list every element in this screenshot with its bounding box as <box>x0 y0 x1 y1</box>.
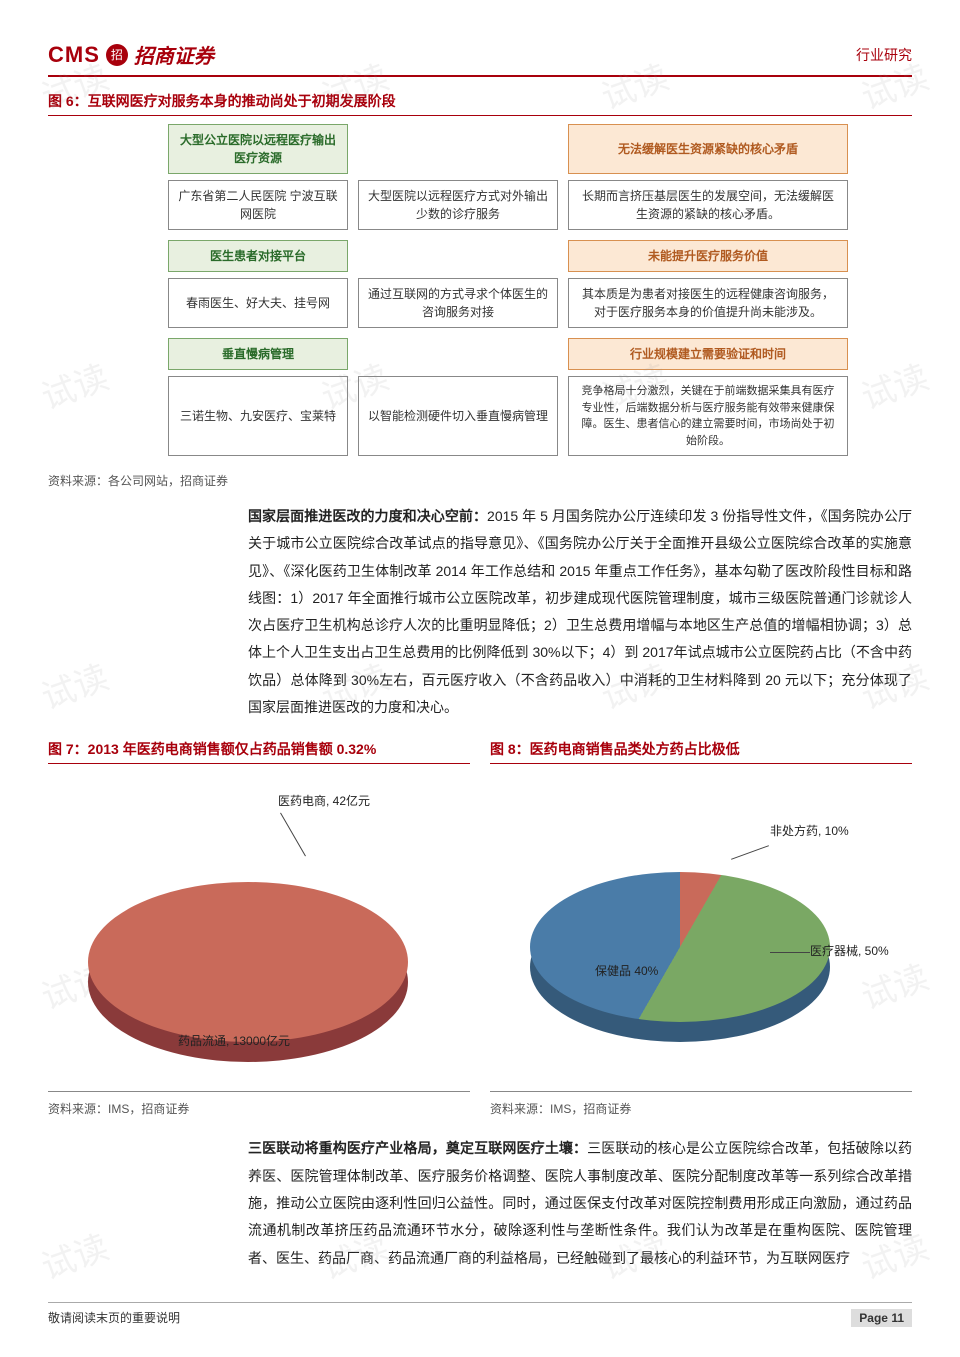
fig7-title: 图 7：2013 年医药电商销售额仅占药品销售额 0.32% <box>48 739 470 764</box>
doc-category: 行业研究 <box>856 45 912 65</box>
fig6-source: 资料来源：各公司网站，招商证券 <box>48 472 912 489</box>
fig6-diagram: 大型公立医院以远程医疗输出医疗资源 无法缓解医生资源紧缺的核心矛盾 广东省第二人… <box>48 124 912 468</box>
logo-cn: 招商证券 <box>134 40 214 69</box>
logo: CMS 招 招商证券 <box>48 40 214 69</box>
paragraph-2: 三医联动将重构医疗产业格局，奠定互联网医疗土壤：三医联动的核心是公立医院综合改革… <box>48 1135 912 1271</box>
fig6-r1-right-sub: 长期而言挤压基层医生的发展空间，无法缓解医生资源的紧缺的核心矛盾。 <box>568 180 848 230</box>
page-number: Page 11 <box>851 1309 912 1327</box>
fig6-r2-left-sub: 春雨医生、好大夫、挂号网 <box>168 278 348 328</box>
fig6-r3-mid: 以智能检测硬件切入垂直慢病管理 <box>358 376 558 456</box>
para1-text: 2015 年 5 月国务院办公厅连续印发 3 份指导性文件，《国务院办公厅关于城… <box>248 508 912 715</box>
fig6-r2-right-sub: 其本质是为患者对接医生的远程健康咨询服务，对于医疗服务本身的价值提升尚未能涉及。 <box>568 278 848 328</box>
fig8-label-2: 保健品 40% <box>595 962 658 979</box>
page-header: CMS 招 招商证券 行业研究 <box>48 40 912 77</box>
fig6-r1-left-head: 大型公立医院以远程医疗输出医疗资源 <box>168 124 348 174</box>
footer-note: 敬请阅读末页的重要说明 <box>48 1309 180 1327</box>
page-footer: 敬请阅读末页的重要说明 Page 11 <box>48 1302 912 1327</box>
fig6-title: 图 6：互联网医疗对服务本身的推动尚处于初期发展阶段 <box>48 91 912 116</box>
fig6-r1-right-head: 无法缓解医生资源紧缺的核心矛盾 <box>568 124 848 174</box>
fig7-label-0: 医药电商, 42亿元 <box>278 792 370 809</box>
fig6-r2-left-head: 医生患者对接平台 <box>168 240 348 272</box>
fig6-r3-left-head: 垂直慢病管理 <box>168 338 348 370</box>
paragraph-1: 国家层面推进医改的力度和决心空前：2015 年 5 月国务院办公厅连续印发 3 … <box>48 503 912 721</box>
para2-text: 三医联动的核心是公立医院综合改革，包括破除以药养医、医院管理体制改革、医疗服务价… <box>248 1140 912 1265</box>
fig8-source: 资料来源：IMS，招商证券 <box>490 1100 912 1117</box>
fig6-r2-mid: 通过互联网的方式寻求个体医生的咨询服务对接 <box>358 278 558 328</box>
fig8-title: 图 8：医药电商销售品类处方药占比极低 <box>490 739 912 764</box>
fig6-r3-right-sub: 竞争格局十分激烈，关键在于前端数据采集具有医疗专业性，后端数据分析与医疗服务能有… <box>568 376 848 456</box>
fig8-label-0: 非处方药, 10% <box>770 822 849 839</box>
fig6-r1-mid: 大型医院以远程医疗方式对外输出少数的诊疗服务 <box>358 180 558 230</box>
fig6-r1-left-sub: 广东省第二人民医院 宁波互联网医院 <box>168 180 348 230</box>
fig7-chart: 医药电商, 42亿元 药品流通, 13000亿元 <box>48 772 470 1092</box>
logo-seal-icon: 招 <box>106 44 128 66</box>
fig7-source: 资料来源：IMS，招商证券 <box>48 1100 470 1117</box>
para2-bold: 三医联动将重构医疗产业格局，奠定互联网医疗土壤： <box>248 1140 587 1156</box>
fig6-r2-right-head: 未能提升医疗服务价值 <box>568 240 848 272</box>
fig8-label-1: 医疗器械, 50% <box>810 942 889 959</box>
fig7-label-1: 药品流通, 13000亿元 <box>178 1032 290 1049</box>
fig6-r3-left-sub: 三诺生物、九安医疗、宝莱特 <box>168 376 348 456</box>
fig6-r3-right-head: 行业规模建立需要验证和时间 <box>568 338 848 370</box>
para1-bold: 国家层面推进医改的力度和决心空前： <box>248 508 487 524</box>
fig8-chart: 非处方药, 10% 医疗器械, 50% 保健品 40% <box>490 772 912 1092</box>
logo-text: CMS <box>48 42 100 68</box>
